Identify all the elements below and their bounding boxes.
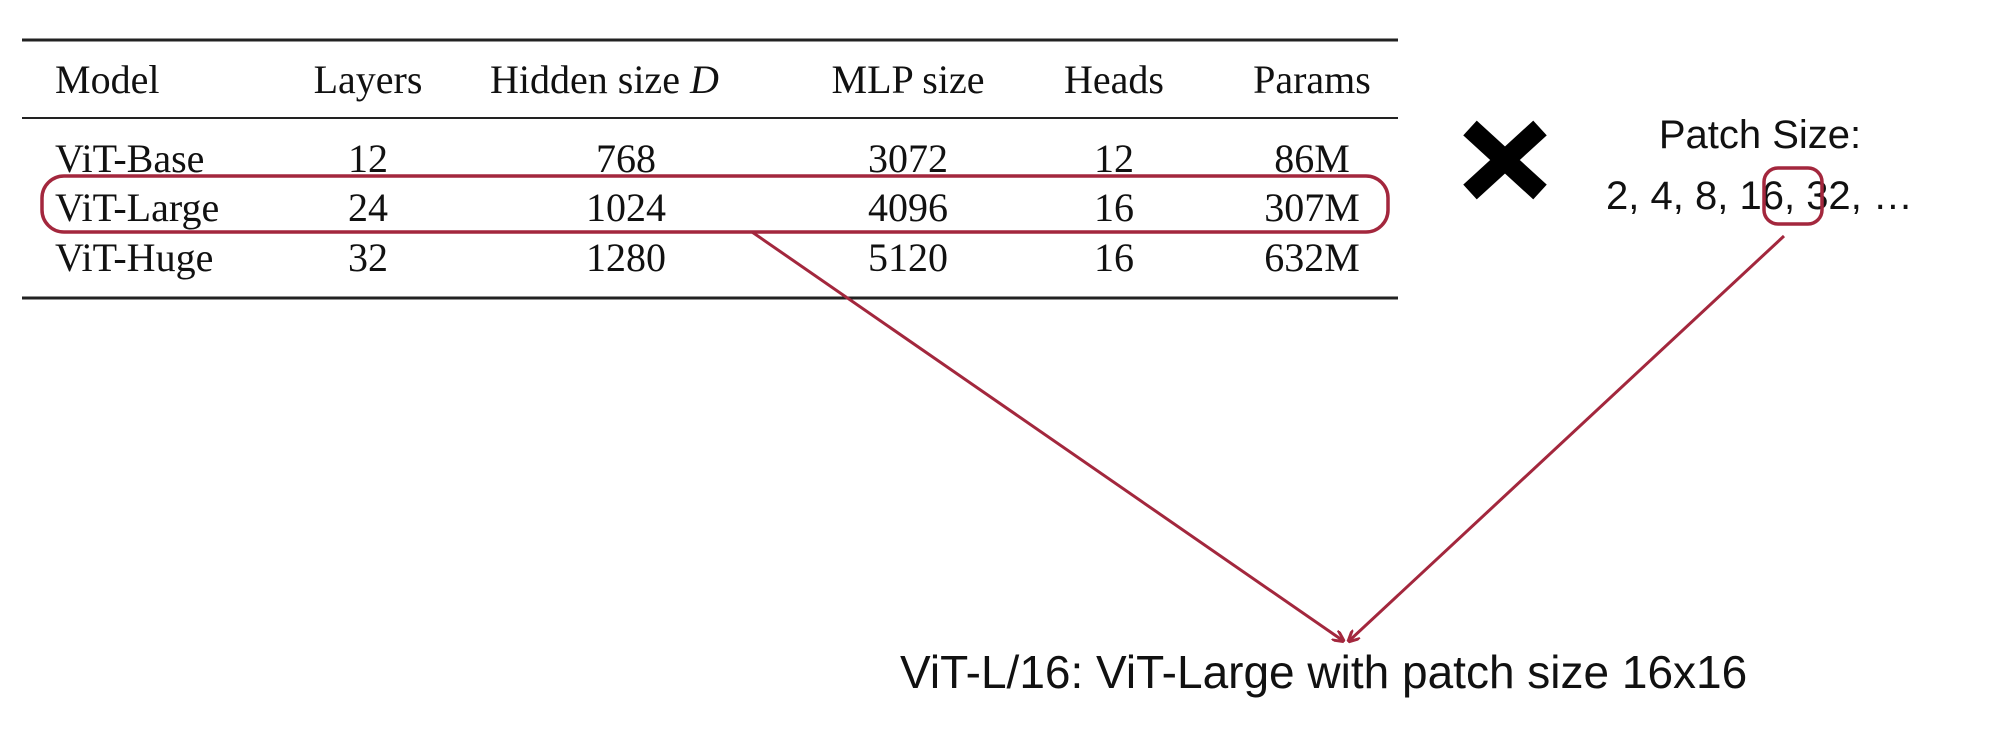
header-heads: Heads (1064, 57, 1164, 102)
patch-value-4: 4 (1650, 174, 1672, 218)
cell-hidden-size: 1024 (586, 185, 666, 230)
cell-hidden-size: 1280 (586, 235, 666, 280)
cell-heads: 16 (1094, 185, 1134, 230)
cell-model: ViT-Base (55, 136, 204, 181)
patch-value-2: 2 (1606, 174, 1628, 218)
patch-size-label: Patch Size: (1659, 113, 1861, 157)
cross-multiply-icon (1463, 120, 1547, 200)
cell-params: 307M (1264, 185, 1360, 230)
patch-highlight-outline (1762, 166, 1824, 226)
patch-value-ellipsis: … (1873, 174, 1913, 218)
cell-heads: 12 (1094, 136, 1134, 181)
cell-hidden-size: 768 (596, 136, 656, 181)
header-params: Params (1253, 57, 1371, 102)
cell-layers: 24 (348, 185, 388, 230)
cell-params: 632M (1264, 235, 1360, 280)
header-model: Model (55, 57, 159, 102)
patch-value-16-highlighted: 16 (1739, 174, 1784, 218)
cell-params: 86M (1274, 136, 1350, 181)
patch-size-values: 2, 4, 8, 16, 32, … (1606, 174, 1913, 218)
cell-layers: 12 (348, 136, 388, 181)
header-hidden-size: Hidden size D (490, 57, 719, 102)
table-row: ViT-Huge 32 1280 5120 16 632M (55, 235, 1360, 280)
header-hidden-size-label: Hidden size (490, 57, 690, 102)
row-highlight-outline (40, 174, 1390, 234)
patch-separator: , (1851, 174, 1873, 218)
cell-heads: 16 (1094, 235, 1134, 280)
arrow-from-patch-size (1350, 234, 1786, 640)
cell-layers: 32 (348, 235, 388, 280)
header-mlp-size: MLP size (832, 57, 985, 102)
header-layers: Layers (314, 57, 423, 102)
cell-model: ViT-Large (55, 185, 219, 230)
cell-mlp-size: 5120 (868, 235, 948, 280)
result-caption: ViT-L/16: ViT-Large with patch size 16x1… (900, 646, 1747, 698)
patch-value-32: 32 (1806, 174, 1851, 218)
table-row-highlighted: ViT-Large 24 1024 4096 16 307M (55, 185, 1360, 230)
patch-separator: , (1628, 174, 1650, 218)
patch-size-group: Patch Size: 2, 4, 8, 16, 32, … (1606, 113, 1913, 226)
patch-separator: , (1717, 174, 1739, 218)
cell-model: ViT-Huge (55, 235, 213, 280)
patch-separator: , (1673, 174, 1695, 218)
table-row: ViT-Base 12 768 3072 12 86M (55, 136, 1350, 181)
cell-mlp-size: 3072 (868, 136, 948, 181)
cell-mlp-size: 4096 (868, 185, 948, 230)
patch-separator: , (1784, 174, 1806, 218)
model-table: Model Layers Hidden size D MLP size Head… (22, 38, 1398, 300)
header-hidden-size-symbol: D (689, 57, 719, 102)
arrow-from-table-row (751, 230, 1342, 640)
patch-value-8: 8 (1695, 174, 1717, 218)
table-header-row: Model Layers Hidden size D MLP size Head… (55, 57, 1371, 102)
